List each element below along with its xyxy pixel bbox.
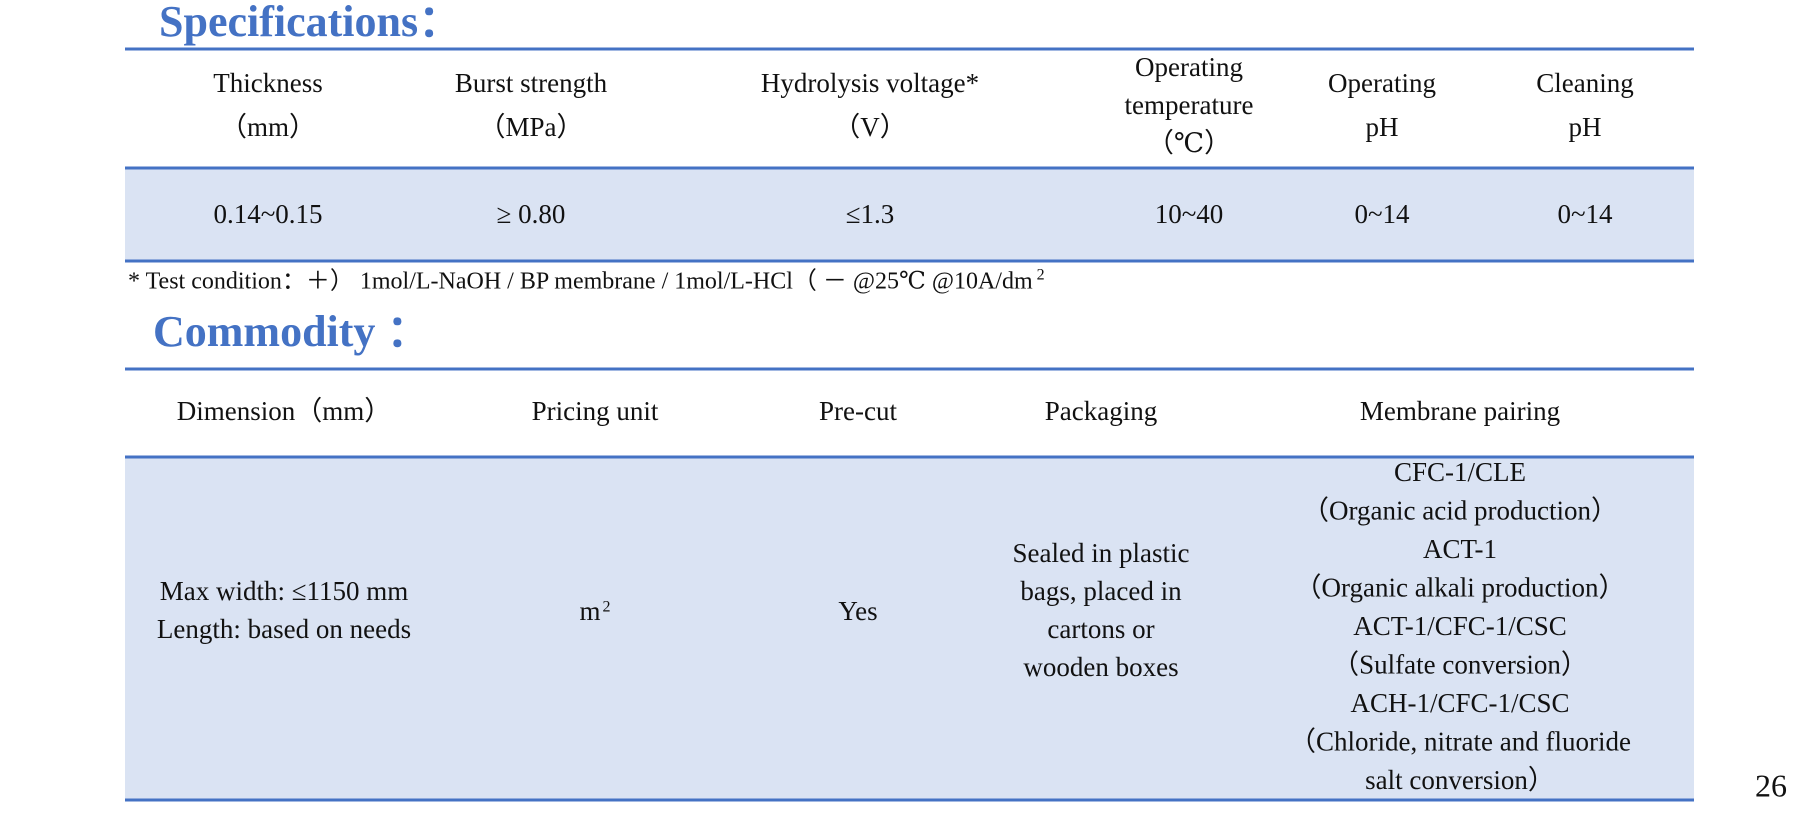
- data-cell: salt conversion）: [1365, 765, 1555, 795]
- header-cell: （℃）: [1147, 128, 1231, 158]
- header-cell: （V）: [833, 112, 907, 142]
- superscript: 2: [603, 599, 611, 616]
- header-cell: Hydrolysis voltage*: [761, 68, 979, 98]
- header-cell: Dimension（mm）: [177, 396, 392, 426]
- section-title: Commodity ：: [153, 307, 430, 356]
- header-cell: Pricing unit: [532, 396, 659, 426]
- data-cell: Yes: [838, 596, 877, 626]
- header-cell: Cleaning: [1536, 68, 1633, 98]
- data-cell: Max width: ≤1150 mm: [160, 576, 409, 606]
- data-cell: 0~14: [1354, 199, 1410, 229]
- data-cell: bags, placed in: [1020, 576, 1182, 606]
- data-cell: ACT-1: [1423, 534, 1497, 564]
- data-cell: 0.14~0.15: [213, 199, 322, 229]
- superscript: 2: [1037, 267, 1045, 284]
- data-cell: ≥ 0.80: [497, 199, 566, 229]
- data-cell: （Chloride, nitrate and fluoride: [1289, 727, 1631, 757]
- header-cell: Burst strength: [455, 68, 608, 98]
- footnote: * Test condition：＋） 1mol/L-NaOH / BP mem…: [128, 269, 1033, 295]
- commodity-row-shade: [125, 457, 1694, 800]
- data-cell: （Sulfate conversion）: [1332, 650, 1588, 680]
- data-cell: （Organic alkali production）: [1295, 573, 1626, 603]
- spec-row-shade: [125, 168, 1694, 261]
- page-number: 26: [1755, 767, 1787, 803]
- data-cell: CFC-1/CLE: [1394, 457, 1526, 487]
- data-cell: Sealed in plastic: [1013, 538, 1190, 568]
- data-cell: ACH-1/CFC-1/CSC: [1350, 688, 1569, 718]
- data-cell: （Organic acid production）: [1302, 496, 1618, 526]
- header-cell: Membrane pairing: [1360, 396, 1560, 426]
- data-cell: m: [579, 596, 600, 626]
- header-cell: temperature: [1125, 90, 1254, 120]
- header-cell: pH: [1366, 112, 1399, 142]
- data-cell: ≤1.3: [846, 199, 895, 229]
- data-cell: ACT-1/CFC-1/CSC: [1353, 611, 1567, 641]
- data-cell: cartons or: [1047, 614, 1154, 644]
- data-cell: 10~40: [1155, 199, 1224, 229]
- header-cell: Pre-cut: [819, 396, 897, 426]
- header-cell: （mm）: [220, 112, 316, 142]
- header-cell: Operating: [1328, 68, 1436, 98]
- header-cell: Thickness: [213, 68, 322, 98]
- header-cell: Operating: [1135, 52, 1243, 82]
- data-cell: 0~14: [1557, 199, 1613, 229]
- header-cell: Packaging: [1045, 396, 1157, 426]
- header-cell: （MPa）: [478, 112, 583, 142]
- data-cell: wooden boxes: [1023, 652, 1178, 682]
- data-cell: Length: based on needs: [157, 614, 411, 644]
- section-title: Specifications：: [159, 0, 462, 46]
- header-cell: pH: [1569, 112, 1602, 142]
